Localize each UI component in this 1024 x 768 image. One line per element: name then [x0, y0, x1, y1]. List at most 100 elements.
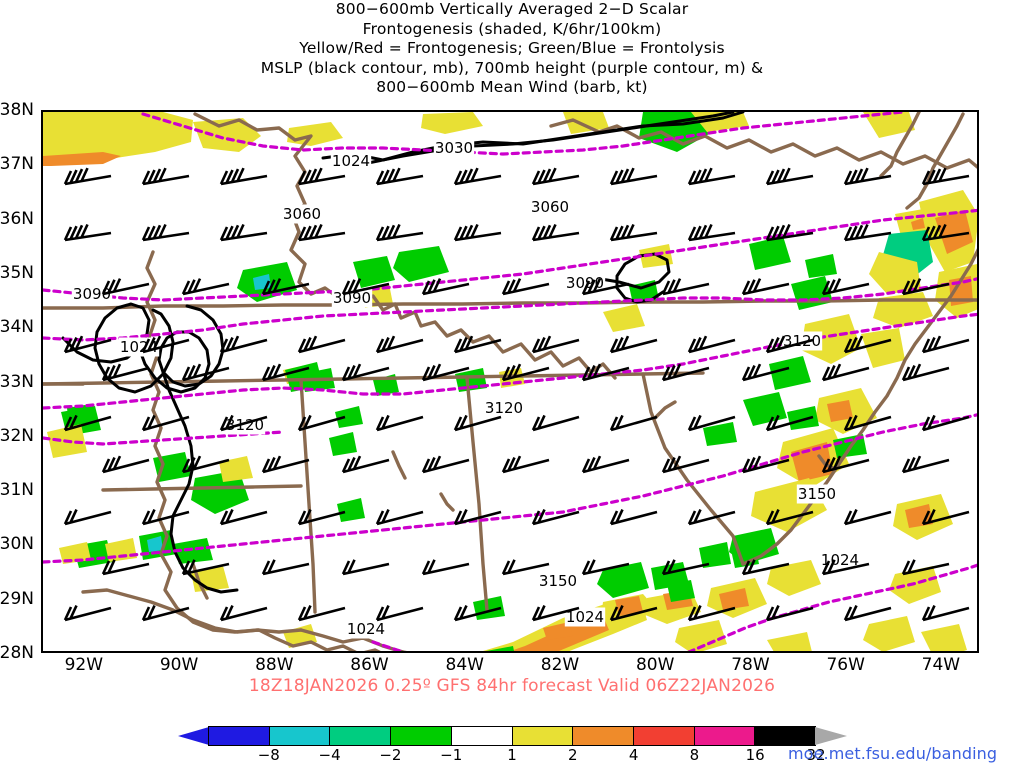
lat-tick-28N: 28N	[0, 643, 34, 663]
height-700mb-contour-5	[43, 413, 977, 564]
frontogenesis-shading-94	[743, 392, 787, 426]
wind-barb	[297, 335, 346, 354]
wind-barb	[141, 223, 190, 242]
height-label-10: 3150	[796, 484, 838, 504]
wind-barb	[765, 223, 814, 242]
wind-barb	[687, 509, 736, 526]
wind-barb	[581, 559, 630, 576]
wind-barb	[901, 363, 950, 382]
frontogenesis-shading-47	[675, 620, 727, 651]
wind-barb	[219, 414, 268, 432]
height-700mb-contour-0	[141, 112, 905, 156]
wind-barb	[501, 363, 550, 382]
title-line-3: Yellow/Red = Frontogenesis; Green/Blue =…	[299, 39, 725, 57]
wind-barb	[843, 167, 892, 186]
frontogenesis-shading-8	[863, 112, 915, 138]
lat-tick-32N: 32N	[0, 425, 34, 446]
forecast-caption: 18Z18JAN2026 0.25º GFS 84hr forecast Val…	[248, 676, 776, 696]
political-boundary-16	[879, 112, 921, 178]
title-line-4: MSLP (black contour, mb), 700mb height (…	[260, 58, 764, 77]
political-boundary-20	[439, 492, 455, 512]
frontogenesis-shading-12	[911, 218, 925, 230]
colorbar-segment-3	[391, 727, 452, 745]
frontogenesis-shading-48	[767, 632, 812, 651]
political-boundary-15	[905, 112, 965, 210]
frontogenesis-shading-96	[787, 406, 819, 430]
political-boundary-7	[145, 250, 303, 634]
wind-barb	[141, 605, 190, 622]
wind-barb	[421, 278, 470, 296]
wind-barb	[453, 223, 502, 242]
wind-barb	[901, 278, 950, 296]
title-line-2: Frontogenesis (shaded, K/6hr/100km)	[362, 19, 662, 38]
colorbar-tick-2: −2	[379, 746, 402, 764]
wind-barb	[341, 455, 390, 474]
wind-barb	[765, 335, 814, 354]
lon-tick-90W: 90W	[159, 655, 199, 675]
wind-barb	[609, 167, 658, 186]
chart-title-block: 800−600mb Vertically Averaged 2−D Scalar…	[0, 0, 1024, 98]
lat-tick-36N: 36N	[0, 208, 34, 229]
political-boundary-1	[549, 118, 977, 170]
wind-barb	[843, 335, 892, 354]
wind-barb	[921, 167, 970, 186]
wind-barb	[843, 605, 892, 622]
frontogenesis-shading-21	[827, 400, 853, 422]
colorbar-tick-7: 8	[689, 746, 700, 764]
latitude-axis: 38N 37N 36N 35N 34N 33N 32N 31N 30N 29N 28N	[0, 100, 38, 663]
wind-barb	[581, 455, 630, 474]
map-plot-area[interactable]: 1024 1024 1024 1024 1024 3030 3060 3060 3090 3090…	[41, 110, 979, 653]
wind-barb	[765, 414, 814, 432]
wind-barb	[765, 509, 814, 526]
wind-barb	[261, 363, 310, 382]
wind-barb	[453, 605, 502, 622]
lon-tick-74W: 74W	[921, 655, 961, 675]
wind-barb	[687, 223, 736, 242]
frontogenesis-shading-101	[805, 254, 837, 278]
height-label-9: 3150	[537, 571, 579, 591]
frontogenesis-shading-83	[335, 406, 363, 428]
wind-barb	[219, 509, 268, 526]
wind-barb	[219, 605, 268, 622]
lat-tick-31N: 31N	[0, 480, 34, 501]
wind-barb	[375, 223, 424, 242]
lon-tick-80W: 80W	[635, 655, 675, 675]
frontogenesis-shading-37	[615, 596, 643, 616]
wind-barb	[581, 278, 630, 296]
height-700mb-contour-3	[43, 312, 977, 410]
mslp-label-4: 1024	[819, 550, 861, 570]
frontogenesis-shading-0	[43, 112, 193, 162]
wind-barb	[261, 455, 310, 474]
lat-tick-33N: 33N	[0, 371, 34, 392]
wind-barb	[821, 559, 870, 576]
colorbar-tick-0: −8	[257, 746, 280, 764]
wind-barb	[181, 455, 230, 474]
wind-barb	[501, 278, 550, 296]
mslp-contour-2	[61, 302, 175, 394]
wind-barb	[63, 509, 112, 526]
lon-tick-82W: 82W	[540, 655, 580, 675]
frontogenesis-shading-67	[147, 536, 163, 552]
wind-barb	[453, 167, 502, 186]
lat-tick-29N: 29N	[0, 588, 34, 609]
wind-barb	[531, 414, 580, 432]
height-label-2: 3060	[529, 197, 571, 217]
political-boundary-8	[101, 484, 303, 492]
svg-text:1024: 1024	[821, 551, 859, 569]
wind-barb	[63, 605, 112, 622]
wind-barb	[181, 559, 230, 576]
colorbar-tick-4: 1	[507, 746, 517, 764]
frontogenesis-shading-3	[287, 122, 343, 146]
frontogenesis-shading-82	[455, 368, 487, 392]
colorbar-segment-1	[269, 727, 331, 745]
svg-text:1024: 1024	[347, 620, 385, 638]
frontogenesis-shading-76	[353, 256, 395, 288]
wind-barb	[375, 509, 424, 526]
wind-barb	[101, 363, 150, 382]
wind-barb	[843, 414, 892, 432]
frontogenesis-shading-103	[667, 580, 695, 602]
wind-barb	[687, 605, 736, 622]
colorbar-tick-5: 2	[568, 746, 578, 764]
colorbar-segment-9	[755, 727, 816, 745]
wind-barb	[297, 509, 346, 526]
